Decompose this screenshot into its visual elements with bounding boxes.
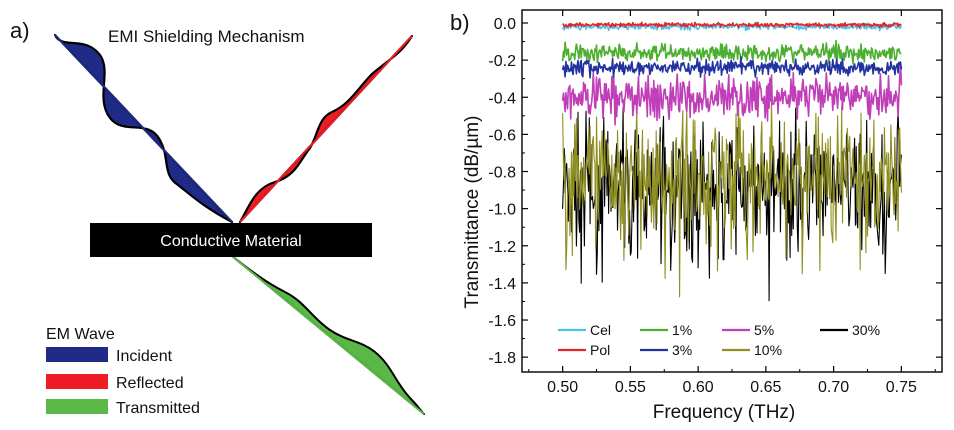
- panel-b-label: b): [450, 10, 470, 35]
- x-tick-label: 0.60: [683, 379, 714, 396]
- series-line: [562, 21, 902, 29]
- y-tick-label: -1.8: [488, 350, 516, 367]
- x-tick-label: 0.50: [547, 379, 578, 396]
- legend-label: 10%: [754, 342, 782, 358]
- panel-a-title: EMI Shielding Mechanism: [108, 27, 305, 46]
- series-line: [562, 98, 902, 298]
- series-layer: [561, 21, 903, 302]
- legend-label: Incident: [116, 348, 173, 365]
- incident-axis: [54, 34, 233, 223]
- x-tick-label: 0.55: [615, 379, 646, 396]
- series-line: [561, 56, 903, 79]
- y-tick-label: -1.6: [488, 313, 516, 330]
- panel-b: b) Transmittance (dB/µm) Frequency (THz)…: [450, 9, 943, 423]
- y-tick-label: -0.2: [488, 53, 516, 70]
- axes-layer: 0.50 0.55 0.60 0.65 0.70 0.75 0.0 -0.2 -0.4 -0.6 -…: [488, 9, 943, 396]
- x-tick-label: 0.65: [750, 379, 781, 396]
- y-tick-label: -0.6: [488, 127, 516, 144]
- y-tick-label: -0.8: [488, 165, 516, 182]
- legend-label: 5%: [754, 322, 774, 338]
- series-line: [561, 21, 903, 32]
- legend-label: 3%: [672, 342, 692, 358]
- transmitted-axis: [231, 255, 425, 415]
- legend-label: Cel: [590, 322, 611, 338]
- legend-item-transmitted: Transmitted: [46, 399, 200, 417]
- x-tick-label: 0.75: [886, 379, 917, 396]
- y-tick-label: -1.4: [488, 276, 516, 293]
- chart-legend: Cel Pol 1% 3% 5% 10% 30%: [558, 322, 880, 358]
- y-axis-label: Transmittance (dB/µm): [462, 116, 483, 309]
- y-tick-label: 0.0: [494, 16, 516, 33]
- legend-item-reflected: Reflected: [46, 374, 184, 392]
- conductive-material-bar: [90, 223, 372, 257]
- legend-title: EM Wave: [46, 326, 115, 343]
- panel-a: a) EMI Shielding Mechanism Conductive Ma…: [10, 18, 425, 417]
- legend-label: 1%: [672, 322, 692, 338]
- y-tick-label: -1.0: [488, 202, 516, 219]
- legend-label: Reflected: [116, 375, 184, 392]
- legend-item-incident: Incident: [46, 347, 173, 365]
- legend-swatch: [46, 374, 108, 389]
- series-line: [561, 39, 902, 65]
- legend-label: Transmitted: [116, 400, 200, 417]
- y-tick-label: -0.4: [488, 90, 516, 107]
- reflected-axis: [239, 35, 413, 223]
- y-tick-label: -1.2: [488, 239, 516, 256]
- conductive-material-label: Conductive Material: [160, 233, 301, 250]
- legend-swatch: [46, 347, 108, 362]
- series-line: [561, 62, 903, 126]
- legend-swatch: [46, 399, 108, 414]
- x-axis-label: Frequency (THz): [653, 402, 796, 423]
- legend-label: 30%: [852, 322, 880, 338]
- panel-a-label: a): [10, 18, 30, 43]
- legend-label: Pol: [590, 342, 610, 358]
- x-tick-label: 0.70: [818, 379, 849, 396]
